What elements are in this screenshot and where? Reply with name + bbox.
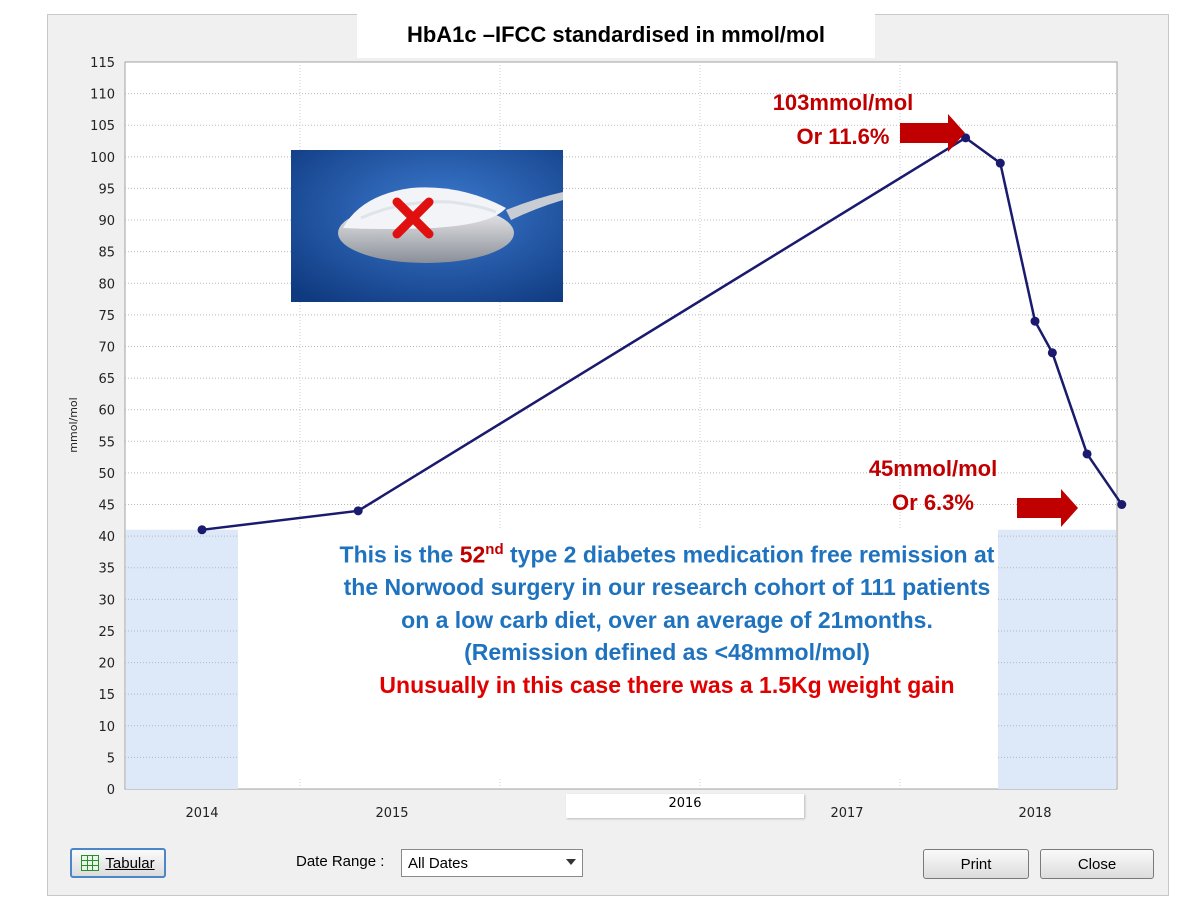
sugar-spoon-photo <box>291 150 563 302</box>
info-text: This is the 52nd type 2 diabetes medicat… <box>238 534 1096 701</box>
band-right <box>998 529 1116 789</box>
y-tick-label: 25 <box>98 625 115 640</box>
y-tick-label: 30 <box>98 593 115 608</box>
title-background <box>357 10 875 58</box>
end-arrow-icon <box>1017 489 1078 527</box>
chart-title: HbA1c –IFCC standardised in mmol/mol <box>406 22 826 47</box>
print-button[interactable]: Print <box>923 849 1029 879</box>
y-tick-label: 20 <box>98 657 115 672</box>
x-axis-ticks: 2014 2015 2017 2018 <box>185 806 1051 821</box>
y-tick-label: 110 <box>90 88 115 103</box>
series-line <box>201 136 1123 532</box>
series-hba1c <box>197 133 1127 535</box>
x-tick-2016-label: 2016 <box>566 794 804 818</box>
x-tick-label: 2014 <box>185 806 218 821</box>
y-tick-label: 85 <box>98 246 115 261</box>
table-grid-icon <box>81 855 100 871</box>
chevron-down-icon <box>566 859 576 865</box>
peak-annotation: 103mmol/mol Or 11.6% <box>738 86 948 154</box>
y-tick-label: 35 <box>98 562 115 577</box>
y-axis-title: mmol/mol <box>67 397 80 452</box>
band-left <box>126 529 238 789</box>
y-tick-label: 65 <box>98 372 115 387</box>
data-point <box>1082 449 1092 459</box>
info-line-2: the Norwood surgery in our research coho… <box>343 574 991 601</box>
y-tick-label: 100 <box>90 151 115 166</box>
tabular-button-label: Tabular <box>105 854 155 872</box>
x-tick-label: 2018 <box>1018 806 1051 821</box>
print-button-label: Print <box>960 855 992 873</box>
peak-percent-label: Or 11.6% <box>796 124 890 149</box>
end-annotation: 45mmol/mol Or 6.3% <box>858 452 1008 520</box>
y-tick-label: 95 <box>98 182 115 197</box>
peak-value-label: 103mmol/mol <box>772 90 914 115</box>
end-percent-label: Or 6.3% <box>892 490 974 515</box>
data-point <box>1117 500 1127 510</box>
y-tick-label: 45 <box>98 499 115 514</box>
info-box <box>238 530 758 777</box>
y-tick-label: 60 <box>98 404 115 419</box>
date-range-label: Date Range : <box>296 853 385 870</box>
peak-arrow-icon <box>900 114 965 152</box>
y-tick-label: 40 <box>98 530 115 545</box>
info-line-3: on a low carb diet, over an average of 2… <box>401 606 933 633</box>
shaded-bands <box>126 529 1116 789</box>
data-point <box>1047 348 1057 358</box>
data-point <box>353 506 363 516</box>
remission-count: 52 <box>459 541 486 568</box>
close-button-label: Close <box>1077 855 1117 873</box>
y-tick-label: 5 <box>107 751 115 766</box>
close-button[interactable]: Close <box>1040 849 1154 879</box>
end-value-label: 45mmol/mol <box>868 456 998 481</box>
info-line-1: This is the 52nd type 2 diabetes medicat… <box>339 541 995 568</box>
sugar-spoon-crossed-icon <box>291 150 563 302</box>
y-tick-label: 70 <box>98 340 115 355</box>
info-box-extension <box>758 530 998 777</box>
x-tick-label: 2015 <box>375 806 408 821</box>
y-tick-label: 55 <box>98 435 115 450</box>
data-point <box>197 525 207 535</box>
tabular-button[interactable]: Tabular <box>70 848 166 878</box>
date-range-value: All Dates <box>408 854 469 872</box>
y-tick-label: 80 <box>98 277 115 292</box>
y-axis-ticks: 0 5 10 15 20 25 30 35 40 45 50 55 60 65 70 75 80 85 90 95 10… <box>90 56 115 798</box>
y-tick-label: 50 <box>98 467 115 482</box>
data-point <box>961 133 971 143</box>
y-tick-label: 90 <box>98 214 115 229</box>
annotation-arrows <box>900 114 1078 527</box>
info-line-4: (Remission defined as <48mmol/mol) <box>464 639 870 666</box>
y-tick-label: 15 <box>98 688 115 703</box>
red-cross-icon <box>392 197 434 239</box>
y-tick-label: 75 <box>98 309 115 324</box>
data-point <box>1030 316 1040 326</box>
data-point <box>995 158 1005 168</box>
info-line-5: Unusually in this case there was a 1.5Kg… <box>379 671 955 698</box>
date-range-select[interactable]: All Dates <box>401 849 583 877</box>
y-tick-label: 115 <box>90 56 115 71</box>
y-tick-label: 10 <box>98 720 115 735</box>
y-tick-label: 105 <box>90 119 115 134</box>
y-tick-label: 0 <box>107 783 115 798</box>
x-tick-label: 2017 <box>830 806 863 821</box>
